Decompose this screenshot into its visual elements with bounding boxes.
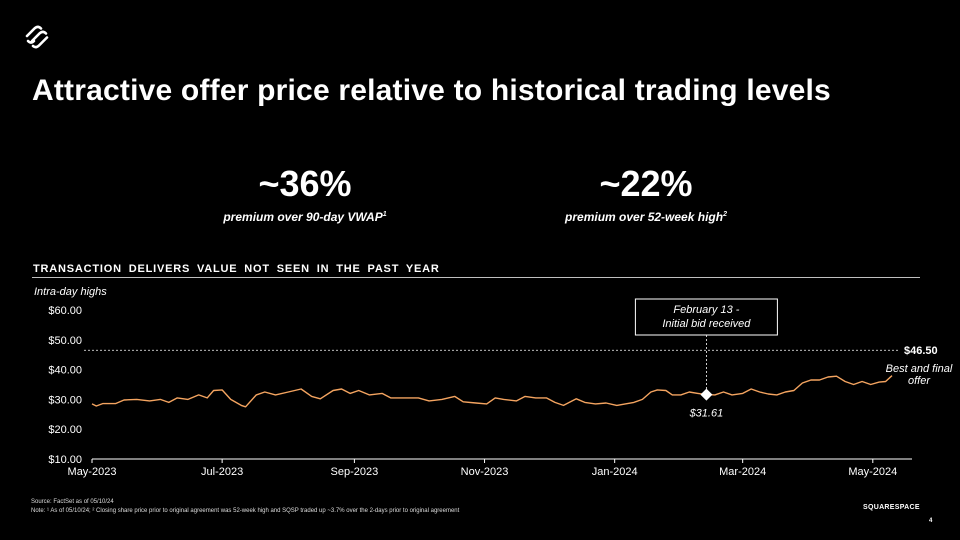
y-tick-label: $40.00: [48, 365, 82, 377]
stat-52week-premium: ~22% premium over 52-week high2: [516, 163, 776, 225]
callout-box: [634, 298, 778, 336]
page-title: Attractive offer price relative to histo…: [32, 74, 831, 107]
x-tick-label: Mar-2024: [719, 466, 766, 478]
footnotes: Source: FactSet as of 05/10/24 Note: ¹ A…: [31, 498, 459, 516]
stat-label-text: premium over 90-day VWAP: [223, 210, 383, 224]
initial-bid-marker: [700, 388, 713, 401]
stat-vwap-premium: ~36% premium over 90-day VWAP1: [175, 163, 435, 225]
x-tick-label: Jan-2024: [592, 466, 638, 478]
page-number: 4: [929, 518, 933, 524]
x-tick-label: Nov-2023: [461, 466, 509, 478]
y-tick-label: $20.00: [48, 424, 82, 436]
source-note: Source: FactSet as of 05/10/24: [31, 499, 114, 505]
footnote-text: Note: ¹ As of 05/10/24; ² Closing share …: [31, 508, 460, 514]
y-tick-label: $10.00: [48, 454, 82, 466]
x-axis: May-2023 Jul-2023 Sep-2023 Nov-2023 Jan-2024…: [68, 458, 912, 478]
chart-title: Intra-day highs: [34, 286, 107, 298]
squarespace-logo-icon: [25, 25, 49, 49]
offer-note-line1: Best and final: [886, 363, 953, 375]
footnote-marker: 2: [723, 211, 727, 218]
x-tick-label: Sep-2023: [331, 466, 379, 478]
x-tick-label: Jul-2023: [201, 466, 243, 478]
section-divider: [32, 277, 920, 278]
stat-label-text: premium over 52-week high: [565, 210, 724, 224]
stat-value: ~36%: [258, 163, 352, 204]
y-axis: $10.00 $20.00 $30.00 $40.00 $50.00 $60.00: [48, 305, 82, 466]
section-heading: TRANSACTION DELIVERS VALUE NOT SEEN IN T…: [33, 263, 440, 275]
footnote-marker: 1: [382, 211, 387, 218]
callout-line1: February 13 -: [673, 304, 739, 316]
brand-wordmark: SQUARESPACE: [863, 504, 920, 511]
price-line-chart: Intra-day highs $10.00 $20.00 $30.00 $40.00…: [34, 286, 953, 478]
y-tick-label: $60.00: [48, 305, 82, 317]
offer-price-label: $46.50: [904, 345, 938, 357]
y-tick-label: $30.00: [48, 394, 82, 406]
offer-note-line2: offer: [908, 375, 931, 387]
x-tick-label: May-2024: [848, 466, 897, 478]
price-series-line: [91, 375, 893, 408]
callout-line2: Initial bid received: [662, 318, 751, 330]
x-tick-label: May-2023: [68, 466, 117, 478]
stat-label: premium over 52-week high2: [516, 210, 776, 224]
plot-area: [91, 375, 893, 408]
stat-value: ~22%: [599, 163, 693, 204]
annotations: February 13 - Initial bid received $31.61: [634, 298, 778, 420]
y-tick-label: $50.00: [48, 335, 82, 347]
initial-bid-price-label: $31.61: [689, 408, 724, 420]
stat-label: premium over 90-day VWAP1: [175, 210, 435, 224]
